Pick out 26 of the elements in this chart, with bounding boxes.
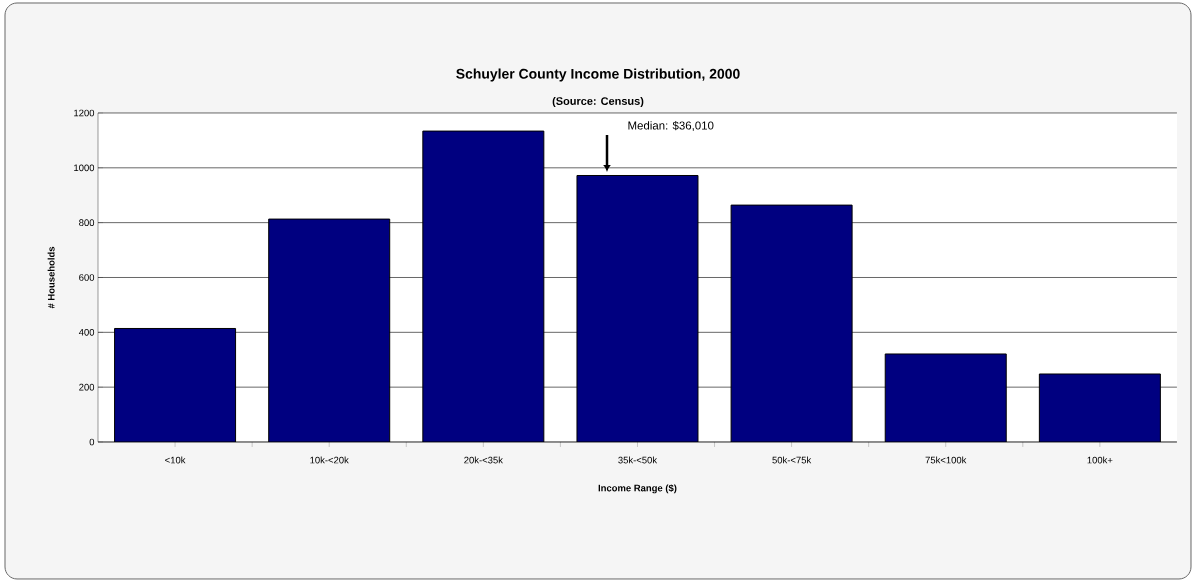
y-tick-label: 1000 (74, 164, 95, 172)
x-tick-label: 50k-<75k (772, 456, 812, 464)
y-tick-label: 1200 (74, 109, 95, 117)
y-tick-label: 0 (89, 438, 95, 446)
x-tick-label: 10k-<20k (310, 456, 349, 464)
bar (268, 218, 391, 442)
y-tick-label: 400 (78, 328, 95, 336)
bar (576, 174, 699, 442)
x-tick-label: 100k+ (1087, 456, 1113, 464)
bar (730, 204, 853, 442)
annotation: Median: $36,010 (628, 121, 714, 131)
x-axis-title: Income Range ($) (598, 484, 677, 494)
chart-title: Schuyler County Income Distribution, 2000 (456, 68, 740, 82)
bar (422, 130, 545, 442)
y-tick-label: 200 (79, 383, 95, 391)
x-tick-label: <10k (165, 456, 186, 464)
x-tick-label: 20k-<35k (464, 456, 503, 464)
y-tick-label: 800 (79, 219, 95, 226)
chart-subtitle: (Source: Census) (552, 96, 644, 108)
bar (114, 327, 237, 442)
y-axis-title: # Households (47, 246, 55, 309)
x-tick-label: 75k<100k (925, 456, 967, 464)
x-tick-label: 35k-<50k (618, 456, 658, 464)
bar (885, 353, 1007, 442)
y-tick-label: 600 (79, 274, 95, 281)
bar (1038, 373, 1161, 442)
